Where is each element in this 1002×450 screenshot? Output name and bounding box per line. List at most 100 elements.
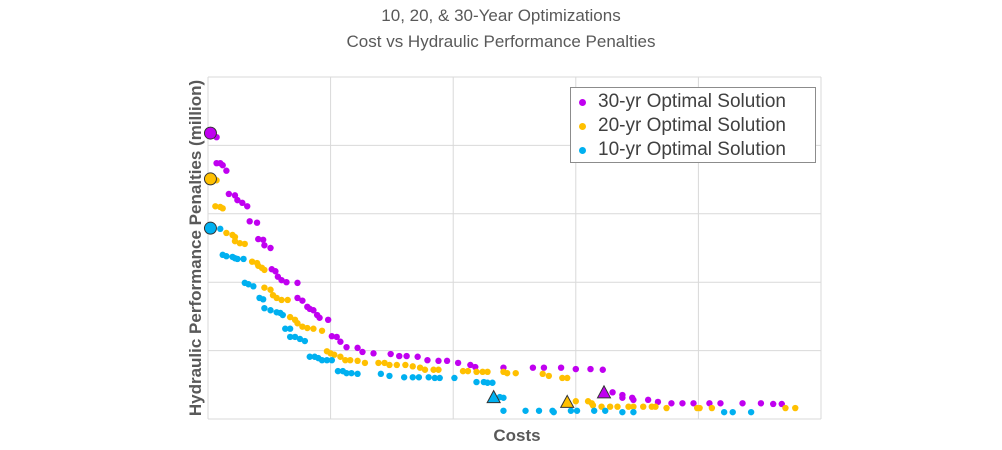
data-point-30yr (472, 363, 479, 371)
data-point-20yr (236, 240, 244, 247)
data-point-30yr (706, 400, 713, 407)
data-point-10yr (400, 374, 408, 381)
data-point-10yr (354, 370, 361, 378)
data-point-30yr (679, 400, 686, 407)
data-point-20yr (572, 398, 579, 405)
legend-label-10yr: 10-yr Optimal Solution (598, 139, 786, 160)
y-axis-label: Hydraulic Performance Penalties (million… (186, 79, 205, 417)
data-point-10yr (522, 407, 529, 414)
start-marker-30yr (203, 126, 217, 140)
data-point-20yr (589, 402, 597, 409)
start-marker-10yr (203, 221, 217, 235)
data-point-30yr (272, 268, 279, 275)
data-point-30yr (225, 190, 233, 198)
data-point-30yr (443, 357, 451, 365)
data-point-20yr (792, 404, 799, 412)
data-point-30yr (435, 357, 442, 365)
data-point-30yr (354, 344, 361, 352)
data-point-30yr (234, 196, 241, 204)
data-point-20yr (409, 363, 416, 370)
data-point-20yr (223, 229, 230, 237)
data-point-10yr (573, 407, 581, 414)
data-point-20yr (219, 205, 226, 212)
data-point-10yr (619, 408, 626, 416)
data-point-20yr (564, 374, 571, 382)
data-point-10yr (602, 407, 609, 414)
data-point-20yr (299, 323, 306, 330)
start-marker-20yr (203, 172, 217, 186)
data-point-30yr (259, 236, 267, 243)
data-point-20yr (273, 294, 280, 302)
legend-marker-20yr (579, 122, 586, 130)
data-point-20yr (640, 403, 647, 410)
data-point-20yr (375, 359, 382, 367)
data-point-20yr (663, 404, 670, 412)
data-point-30yr (267, 244, 274, 252)
data-point-10yr (436, 374, 443, 382)
gridlines (207, 76, 822, 420)
data-point-30yr (599, 366, 606, 373)
data-point-20yr (393, 361, 401, 369)
data-point-30yr (572, 365, 579, 373)
data-point-10yr (348, 369, 355, 377)
data-point-30yr (654, 398, 662, 406)
data-point-20yr (241, 240, 248, 248)
data-point-30yr (778, 400, 785, 408)
data-point-20yr (459, 367, 467, 375)
data-point-30yr (690, 400, 697, 407)
data-point-10yr (729, 408, 736, 416)
data-point-10yr (473, 378, 480, 386)
data-point-10yr (415, 374, 423, 381)
data-point-20yr (606, 403, 614, 410)
data-point-30yr (630, 396, 637, 404)
data-point-20yr (630, 403, 637, 410)
triangle-marker-20yr (559, 394, 575, 408)
data-point-30yr (310, 307, 317, 314)
data-point-30yr (396, 352, 403, 360)
data-point-30yr (244, 203, 251, 210)
data-point-30yr (283, 279, 290, 286)
data-point-10yr (245, 281, 252, 288)
data-point-20yr (284, 296, 291, 304)
data-point-10yr (567, 407, 575, 414)
data-point-30yr (255, 235, 262, 243)
data-point-20yr (782, 404, 789, 412)
data-point-30yr (619, 394, 626, 401)
data-point-30yr (294, 279, 301, 287)
data-point-20yr (347, 356, 354, 364)
data-point-30yr (299, 297, 306, 304)
data-point-10yr (500, 407, 507, 414)
data-point-10yr (296, 335, 304, 343)
data-point-10yr (286, 325, 294, 332)
legend-item-20yr: 20-yr Optimal Solution (579, 114, 815, 138)
data-point-20yr (267, 286, 274, 293)
data-point-30yr (278, 276, 285, 284)
data-point-10yr (328, 356, 336, 364)
data-point-20yr (361, 359, 369, 367)
data-point-30yr (403, 352, 410, 360)
data-point-30yr (414, 353, 421, 360)
data-point-30yr (246, 218, 253, 225)
data-point-20yr (464, 367, 472, 375)
data-point-10yr (377, 370, 385, 378)
data-point-30yr (239, 199, 246, 207)
data-point-30yr (337, 338, 344, 345)
data-point-30yr (609, 389, 616, 396)
data-point-10yr (279, 311, 286, 319)
data-point-20yr (381, 359, 388, 367)
data-point-10yr (386, 372, 393, 380)
data-point-20yr (342, 356, 349, 364)
data-point-30yr (769, 400, 777, 408)
data-point-30yr (359, 348, 366, 356)
data-point-10yr (301, 337, 309, 345)
chart-subtitle: Cost vs Hydraulic Performance Penalties (346, 32, 656, 51)
x-axis-label: Costs (493, 426, 541, 445)
data-point-30yr (668, 400, 675, 407)
data-point-30yr (261, 242, 268, 249)
data-point-30yr (540, 364, 548, 371)
data-point-30yr (316, 314, 323, 321)
data-point-20yr (261, 284, 268, 291)
data-point-10yr (720, 408, 728, 416)
data-point-30yr (587, 365, 594, 373)
data-point-10yr (318, 356, 326, 364)
